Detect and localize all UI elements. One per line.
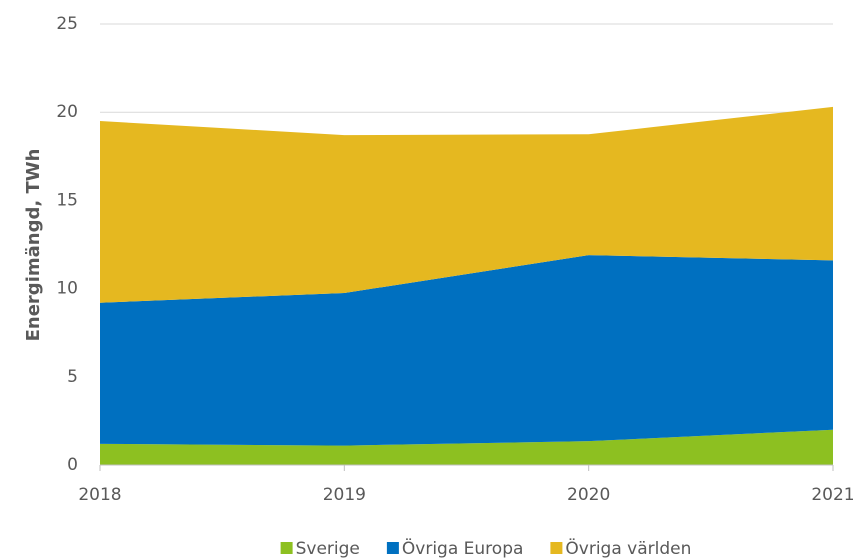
x-tick-label: 2019 — [323, 485, 366, 505]
area — [100, 429, 833, 465]
x-tick-label: 2020 — [567, 485, 610, 505]
x-tick-label: 2018 — [78, 485, 121, 505]
legend-swatch — [550, 542, 563, 554]
legend-label: Övriga Europa — [402, 537, 524, 559]
y-axis-label: Energimängd, TWh — [23, 149, 44, 342]
area — [100, 106, 833, 303]
legend-swatch — [280, 542, 293, 554]
y-tick-label: 25 — [56, 14, 78, 34]
legend-swatch — [386, 542, 399, 554]
x-tick-label: 2021 — [811, 485, 854, 505]
y-tick-label: 15 — [56, 190, 78, 210]
legend-label: Sverige — [296, 539, 360, 559]
area — [100, 255, 833, 446]
y-tick-label: 0 — [67, 455, 78, 475]
y-tick-label: 20 — [56, 102, 78, 122]
y-tick-label: 5 — [67, 367, 78, 387]
y-tick-label: 10 — [56, 279, 78, 299]
legend-label: Övriga världen — [565, 537, 691, 559]
